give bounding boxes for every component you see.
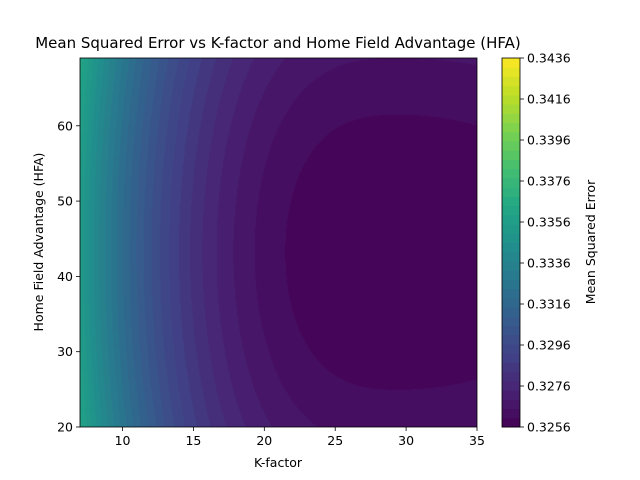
colorbar-band bbox=[502, 399, 520, 410]
colorbar-band bbox=[502, 417, 520, 428]
colorbar-band bbox=[502, 380, 520, 391]
colorbar-band bbox=[502, 279, 520, 290]
y-tick-label: 60 bbox=[57, 118, 73, 133]
colorbar-band bbox=[502, 150, 520, 160]
x-tick-label: 15 bbox=[185, 433, 201, 448]
colorbar-band bbox=[502, 196, 520, 207]
colorbar-band bbox=[502, 297, 520, 308]
y-tick-label: 30 bbox=[57, 344, 73, 359]
colorbar-tick-label: 0.3356 bbox=[527, 215, 571, 230]
colorbar-frame bbox=[501, 57, 521, 428]
colorbar-band bbox=[502, 214, 520, 225]
contour-image bbox=[80, 58, 477, 427]
chart-title: Mean Squared Error vs K-factor and Home … bbox=[35, 34, 521, 52]
colorbar-band bbox=[502, 187, 520, 197]
colorbar-band bbox=[502, 159, 520, 170]
colorbar-band bbox=[502, 408, 520, 419]
colorbar-tick-label: 0.3376 bbox=[527, 174, 571, 189]
colorbar-bands bbox=[502, 58, 520, 428]
colorbar-band bbox=[502, 316, 520, 327]
x-tick-label: 25 bbox=[327, 433, 343, 448]
plot-frame bbox=[79, 57, 478, 428]
colorbar-band bbox=[502, 76, 520, 87]
colorbar-band bbox=[502, 67, 520, 77]
colorbar-tick-label: 0.3436 bbox=[527, 51, 571, 66]
contour-fill bbox=[80, 58, 477, 427]
colorbar-tick-label: 0.3416 bbox=[527, 92, 571, 107]
colorbar-band bbox=[502, 307, 520, 317]
colorbar-band bbox=[502, 104, 520, 114]
colorbar-band bbox=[502, 325, 520, 336]
y-tick-label: 40 bbox=[57, 269, 73, 284]
colorbar-band bbox=[502, 141, 520, 151]
colorbar-band bbox=[502, 251, 520, 262]
colorbar-band bbox=[502, 205, 520, 216]
x-tick-label: 30 bbox=[398, 433, 414, 448]
x-axis-ticks: 10 15 20 25 30 35 bbox=[115, 427, 485, 448]
colorbar-tick-label: 0.3276 bbox=[527, 379, 571, 394]
colorbar-band bbox=[502, 362, 520, 373]
colorbar-band bbox=[502, 288, 520, 299]
colorbar-band bbox=[502, 371, 520, 382]
colorbar-tick-label: 0.3396 bbox=[527, 133, 571, 148]
colorbar-band bbox=[502, 168, 520, 179]
colorbar-band bbox=[502, 233, 520, 243]
colorbar-band bbox=[502, 94, 520, 105]
colorbar-tick-label: 0.3296 bbox=[527, 338, 571, 353]
x-tick-label: 20 bbox=[256, 433, 272, 448]
colorbar-band bbox=[502, 85, 520, 96]
y-tick-label: 20 bbox=[57, 420, 73, 435]
x-axis-label: K-factor bbox=[254, 455, 303, 470]
colorbar-band bbox=[502, 353, 520, 363]
colorbar: 0.3256 0.3276 0.3296 0.3316 0.3336 0.3356 0.33… bbox=[501, 51, 598, 435]
colorbar-band bbox=[502, 58, 520, 68]
colorbar-band bbox=[502, 390, 520, 400]
colorbar-band bbox=[502, 177, 520, 188]
colorbar-band bbox=[502, 270, 520, 280]
colorbar-ticks: 0.3256 0.3276 0.3296 0.3316 0.3336 0.3356 0.33… bbox=[520, 51, 571, 435]
colorbar-band bbox=[502, 122, 520, 133]
colorbar-band bbox=[502, 113, 520, 124]
colorbar-band bbox=[502, 343, 520, 354]
x-tick-label: 10 bbox=[115, 433, 131, 448]
y-axis-ticks: 20 30 40 50 60 bbox=[57, 118, 80, 435]
x-tick-label: 35 bbox=[469, 433, 485, 448]
colorbar-tick-label: 0.3256 bbox=[527, 420, 571, 435]
colorbar-band bbox=[502, 334, 520, 345]
colorbar-band bbox=[502, 242, 520, 253]
colorbar-label: Mean Squared Error bbox=[583, 179, 598, 304]
plot-area bbox=[79, 57, 478, 428]
y-axis-label: Home Field Advantage (HFA) bbox=[31, 153, 46, 332]
y-tick-label: 50 bbox=[57, 194, 73, 209]
colorbar-tick-label: 0.3336 bbox=[527, 256, 571, 271]
colorbar-band bbox=[502, 260, 520, 271]
colorbar-tick-label: 0.3316 bbox=[527, 297, 571, 312]
colorbar-band bbox=[502, 131, 520, 142]
colorbar-band bbox=[502, 224, 520, 234]
